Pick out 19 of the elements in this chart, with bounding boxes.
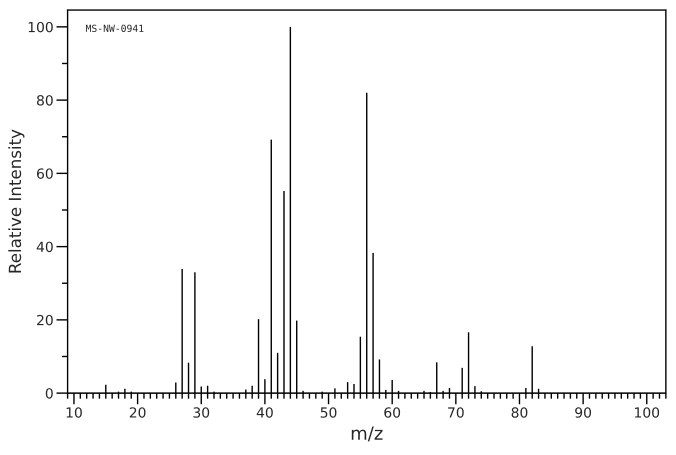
x-tick-label: 80 xyxy=(512,407,528,418)
x-axis-title: m/z xyxy=(352,426,383,442)
x-tick-label: 40 xyxy=(256,407,273,418)
y-tick-label: 20 xyxy=(37,314,53,326)
x-tick-label: 90 xyxy=(575,407,592,418)
x-tick-label: 10 xyxy=(66,407,82,418)
x-tick-label: 50 xyxy=(320,407,336,418)
y-tick-label: 80 xyxy=(36,95,53,106)
y-tick-label: 60 xyxy=(37,168,53,179)
y-tick-label: 40 xyxy=(36,242,53,252)
x-tick-label: 60 xyxy=(384,407,400,418)
x-tick-label: 20 xyxy=(130,407,146,418)
annotation: MS-NW-0941 xyxy=(86,24,144,32)
x-tick-label: 30 xyxy=(193,407,210,418)
y-tick-label: 0 xyxy=(46,388,53,399)
y-tick-label: 100 xyxy=(28,22,53,32)
x-tick-label: 100 xyxy=(635,407,660,418)
x-tick-label: 70 xyxy=(448,407,464,418)
y-axis-title: Relative Intensity xyxy=(8,130,24,272)
